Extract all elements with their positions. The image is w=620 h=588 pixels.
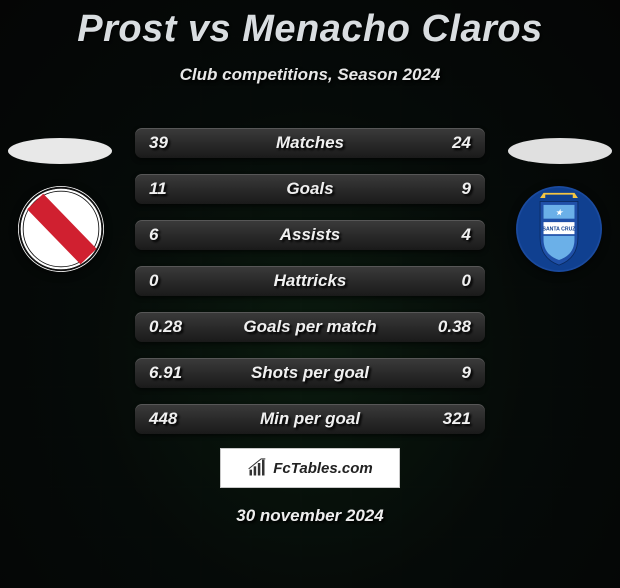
page-title: Prost vs Menacho Claros — [0, 8, 620, 51]
stat-label: Assists — [280, 225, 340, 245]
stat-right-value: 4 — [462, 225, 471, 245]
stat-right-value: 24 — [452, 133, 471, 153]
stat-row: 448 Min per goal 321 — [135, 404, 485, 434]
stat-right-value: 0.38 — [438, 317, 471, 337]
stat-left-value: 6.91 — [149, 363, 182, 383]
watermark-badge: FcTables.com — [220, 448, 400, 488]
stat-left-value: 39 — [149, 133, 168, 153]
svg-text:SANTA CRUZ: SANTA CRUZ — [543, 227, 576, 233]
club-badge-left-icon — [18, 186, 104, 272]
stat-label: Hattricks — [274, 271, 347, 291]
club-badge-right: ★ SANTA CRUZ — [516, 186, 602, 272]
stat-left-value: 0 — [149, 271, 158, 291]
date-label: 30 november 2024 — [0, 506, 620, 526]
subtitle: Club competitions, Season 2024 — [0, 65, 620, 85]
stat-row: 39 Matches 24 — [135, 128, 485, 158]
stat-left-value: 11 — [149, 179, 167, 199]
stat-right-value: 0 — [462, 271, 471, 291]
stat-left-value: 0.28 — [149, 317, 182, 337]
club-badge-left — [18, 186, 104, 272]
stat-label: Matches — [276, 133, 344, 153]
stat-right-value: 321 — [443, 409, 471, 429]
player-right-shadow — [508, 138, 612, 164]
stat-row: 0.28 Goals per match 0.38 — [135, 312, 485, 342]
stat-row: 6 Assists 4 — [135, 220, 485, 250]
watermark-text: FcTables.com — [273, 460, 372, 477]
player-left-shadow — [8, 138, 112, 164]
stat-right-value: 9 — [462, 179, 471, 199]
stat-left-value: 448 — [149, 409, 177, 429]
svg-text:★: ★ — [556, 208, 564, 217]
stat-label: Goals — [286, 179, 333, 199]
chart-icon — [247, 458, 267, 478]
stat-label: Min per goal — [260, 409, 360, 429]
stats-table: 39 Matches 24 11 Goals 9 6 Assists 4 0 H… — [135, 128, 485, 450]
stat-label: Shots per goal — [251, 363, 369, 383]
club-badge-right-icon: ★ SANTA CRUZ — [516, 186, 602, 272]
stat-right-value: 9 — [462, 363, 471, 383]
stat-left-value: 6 — [149, 225, 158, 245]
stat-row: 11 Goals 9 — [135, 174, 485, 204]
stat-row: 6.91 Shots per goal 9 — [135, 358, 485, 388]
stat-label: Goals per match — [243, 317, 376, 337]
stat-row: 0 Hattricks 0 — [135, 266, 485, 296]
